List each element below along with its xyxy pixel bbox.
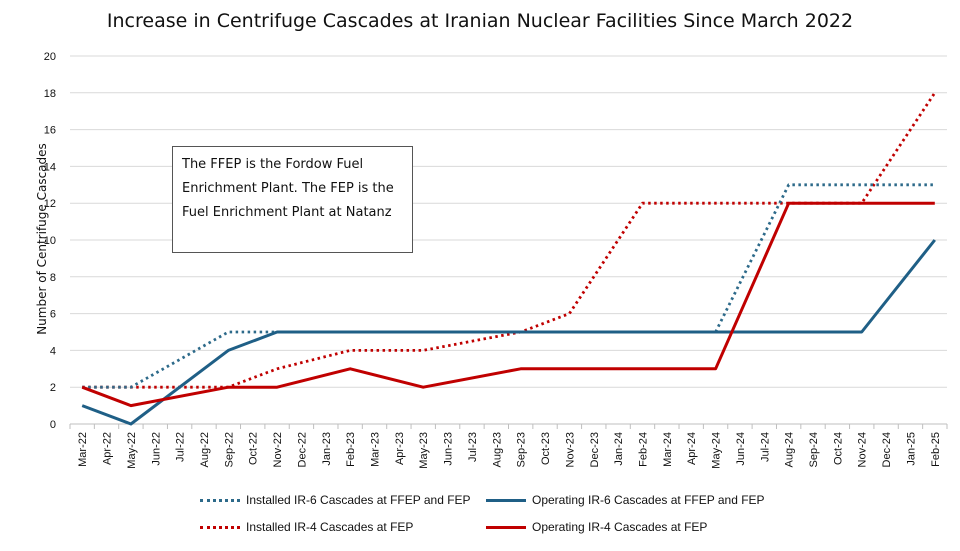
x-tick-label: Dec-24 — [881, 432, 893, 467]
series-line-operating-ir-4-cascades-at-fep — [81, 201, 935, 408]
legend-label: Installed IR-4 Cascades at FEP — [246, 520, 414, 534]
legend-swatch — [200, 525, 240, 529]
y-tick-label: 10 — [44, 235, 56, 247]
x-tick-label: Aug-23 — [491, 432, 503, 467]
x-tick-label: Aug-24 — [784, 432, 796, 467]
legend-item-installed-ir4: Installed IR-4 Cascades at FEP — [200, 518, 413, 536]
y-tick-label: 8 — [50, 272, 56, 284]
x-tick-label: Feb-24 — [637, 432, 649, 467]
chart-title: Increase in Centrifuge Cascades at Irani… — [106, 10, 854, 32]
x-tick-label: Apr-22 — [102, 432, 114, 465]
y-tick-label: 0 — [50, 419, 56, 431]
x-tick-label: Oct-23 — [540, 432, 552, 465]
y-tick-label: 6 — [50, 309, 56, 321]
x-tick-label: Nov-22 — [272, 432, 284, 467]
legend-label: Operating IR-4 Cascades at FEP — [532, 520, 708, 534]
x-tick-label: Oct-22 — [248, 432, 260, 465]
series-lines — [81, 92, 936, 426]
y-tick-label: 20 — [44, 51, 56, 63]
y-tick-label: 4 — [50, 345, 56, 357]
series-line-operating-ir-6-cascades-at-ffep-and-fep — [81, 239, 936, 426]
series-line-installed-ir-6-cascades-at-ffep-and-fep — [82, 183, 935, 389]
x-tick-label: Jul-22 — [175, 432, 187, 462]
y-tick-labels: 0 2 4 6 8 10 12 14 16 18 20 — [44, 51, 56, 431]
x-tick-label: Jul-23 — [467, 432, 479, 462]
y-tick-label: 12 — [44, 198, 56, 210]
gridlines — [70, 55, 947, 388]
x-tick-label: Sep-24 — [808, 432, 820, 467]
x-tick-label: Feb-23 — [345, 432, 357, 467]
legend-swatch — [486, 525, 526, 529]
x-tick-label: Dec-23 — [589, 432, 601, 467]
x-tick-label: Sep-23 — [516, 432, 528, 467]
x-tick-label: Jun-24 — [735, 432, 747, 466]
x-tick-label: Jan-23 — [321, 432, 333, 466]
x-tick-label: Jun-23 — [443, 432, 455, 466]
x-tick-labels: Mar-22 Apr-22 May-22 Jun-22 Jul-22 Aug-22 Sep-… — [77, 432, 942, 469]
series-line-installed-ir-4-cascades-at-fep — [82, 92, 936, 389]
x-tick-label: Mar-24 — [662, 432, 674, 467]
legend-item-installed-ir6: Installed IR-6 Cascades at FFEP and FEP — [200, 491, 471, 509]
x-tick-label: Apr-24 — [686, 432, 698, 465]
x-tick-label: Dec-22 — [296, 432, 308, 467]
x-tick-label: Feb-25 — [930, 432, 942, 467]
x-tick-label: Apr-23 — [394, 432, 406, 465]
legend-label: Installed IR-6 Cascades at FFEP and FEP — [246, 493, 471, 507]
x-tick-label: Nov-23 — [564, 432, 576, 467]
x-tick-label: Sep-22 — [223, 432, 235, 467]
y-tick-label: 18 — [44, 88, 56, 100]
annotation-box: The FFEP is the Fordow Fuel Enrichment P… — [172, 146, 413, 253]
x-tick-label: May-23 — [418, 432, 430, 469]
x-tick-label: Jun-22 — [150, 432, 162, 466]
x-tick-label: May-22 — [126, 432, 138, 469]
legend-item-operating-ir6: Operating IR-6 Cascades at FFEP and FEP — [486, 491, 765, 509]
x-tick-label: May-24 — [711, 432, 723, 469]
x-tick-label: Mar-22 — [77, 432, 89, 467]
x-tick-label: Mar-23 — [370, 432, 382, 467]
y-tick-label: 16 — [44, 125, 56, 137]
x-tick-label: Jul-24 — [759, 432, 771, 462]
x-tick-label: Aug-22 — [199, 432, 211, 467]
y-tick-label: 2 — [50, 382, 56, 394]
legend-label: Operating IR-6 Cascades at FFEP and FEP — [532, 493, 765, 507]
legend-swatch — [200, 498, 240, 502]
legend-swatch — [486, 498, 526, 502]
x-tick-label: Jan-24 — [613, 432, 625, 466]
x-axis — [69, 423, 948, 429]
x-tick-label: Nov-24 — [857, 432, 869, 467]
legend-item-operating-ir4: Operating IR-4 Cascades at FEP — [486, 518, 707, 536]
x-tick-label: Jan-25 — [905, 432, 917, 466]
y-tick-label: 14 — [44, 161, 56, 173]
x-tick-label: Oct-24 — [832, 432, 844, 465]
